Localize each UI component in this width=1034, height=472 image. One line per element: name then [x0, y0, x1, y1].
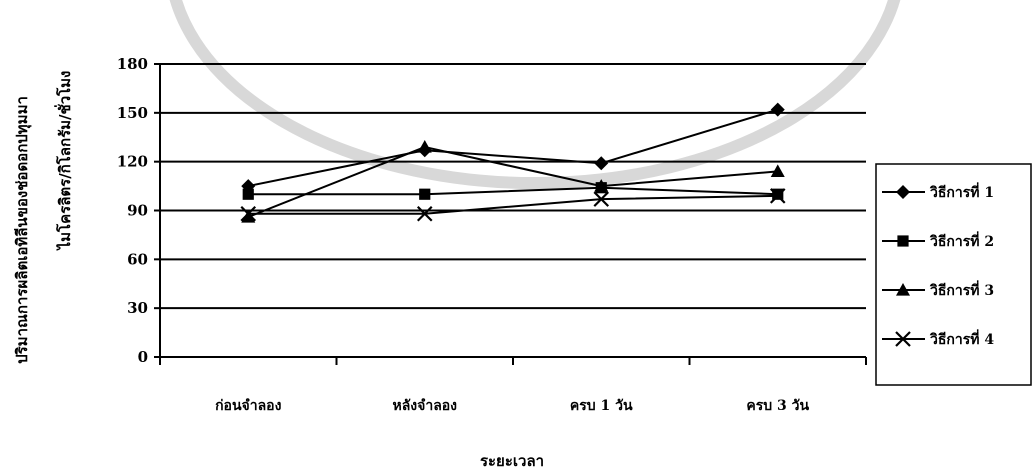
series-line: [248, 194, 778, 215]
legend-item-3: วิธีการที่ 3: [882, 280, 994, 299]
series-group: [240, 102, 786, 223]
y-axis-title-line-2: ไมโครลิตร/กิโลกรัม/ชั่วโมง: [54, 71, 74, 252]
legend-marker-stroke-b: [895, 331, 911, 347]
data-point: [769, 188, 786, 204]
legend-item-2: วิธีการที่ 2: [882, 231, 994, 250]
watermark-seal-arc: [169, 0, 901, 190]
legend-marker: [895, 331, 911, 347]
y-tick-label: 180: [117, 55, 148, 73]
y-tick-label: 90: [127, 202, 148, 220]
data-point: [594, 156, 609, 171]
data-point: [770, 164, 785, 178]
data-point-stroke-b: [240, 205, 257, 222]
data-point: [419, 188, 431, 200]
y-axis-title-line-1: ปริมาณการผลิตเอทิลีนของช่อดอกปทุมมา: [13, 96, 32, 364]
y-tick-label: 150: [117, 104, 148, 122]
series-line: [248, 186, 778, 196]
legend-label: วิธีการที่ 3: [929, 280, 994, 299]
legend-box: [875, 163, 1032, 386]
axes: [154, 63, 867, 365]
data-point-stroke-b: [593, 191, 610, 207]
legend-marker: [896, 283, 910, 296]
data-point-stroke-b: [416, 205, 433, 222]
series-line: [247, 145, 778, 218]
legend-label: วิธีการที่ 4: [929, 329, 995, 348]
y-tick-label: 30: [127, 299, 148, 317]
gridlines: [160, 63, 866, 310]
legend-label: วิธีการที่ 1: [929, 182, 994, 201]
data-point: [416, 205, 433, 222]
data-point: [770, 102, 785, 117]
data-point: [594, 179, 609, 192]
legend-marker: [896, 185, 910, 199]
data-point: [772, 188, 784, 200]
legend: วิธีการที่ 1 วิธีการที่ 2 วิธีการที่ 3 วิธี…: [875, 163, 1032, 386]
series-3: [241, 140, 785, 223]
x-axis-title: ระยะเวลา: [480, 452, 544, 470]
x-category-labels: ก่อนจำลอง หลังจำลอง ครบ 1 วัน ครบ 3 วัน: [215, 398, 809, 414]
data-point: [242, 188, 254, 200]
data-point-stroke-b: [769, 188, 786, 204]
y-tick-label: 120: [117, 153, 148, 171]
legend-label: วิธีการที่ 2: [929, 231, 994, 250]
legend-item-4: วิธีการที่ 4: [882, 329, 994, 348]
y-tick-label: 0: [138, 348, 148, 366]
x-category-label: ครบ 3 วัน: [746, 398, 809, 414]
data-point: [593, 191, 610, 207]
series-4: [240, 188, 786, 222]
y-tick-labels: 0 30 60 90 120 150 180: [117, 55, 148, 366]
y-tick-label: 60: [127, 250, 148, 268]
x-category-label: ครบ 1 วัน: [570, 398, 633, 414]
watermark: [169, 0, 901, 190]
y-axis-title: ปริมาณการผลิตเอทิลีนของช่อดอกปทุมมา ไมโค…: [13, 71, 74, 364]
data-point: [241, 210, 256, 223]
legend-marker: [897, 235, 909, 247]
legend-items: วิธีการที่ 1 วิธีการที่ 2 วิธีการที่ 3 วิธี…: [882, 182, 994, 348]
data-point: [417, 140, 432, 153]
legend-item-1: วิธีการที่ 1: [882, 182, 994, 201]
x-category-label: หลังจำลอง: [392, 398, 457, 414]
data-point: [240, 205, 257, 222]
series-line: [248, 108, 779, 188]
x-category-label: ก่อนจำลอง: [215, 398, 282, 414]
